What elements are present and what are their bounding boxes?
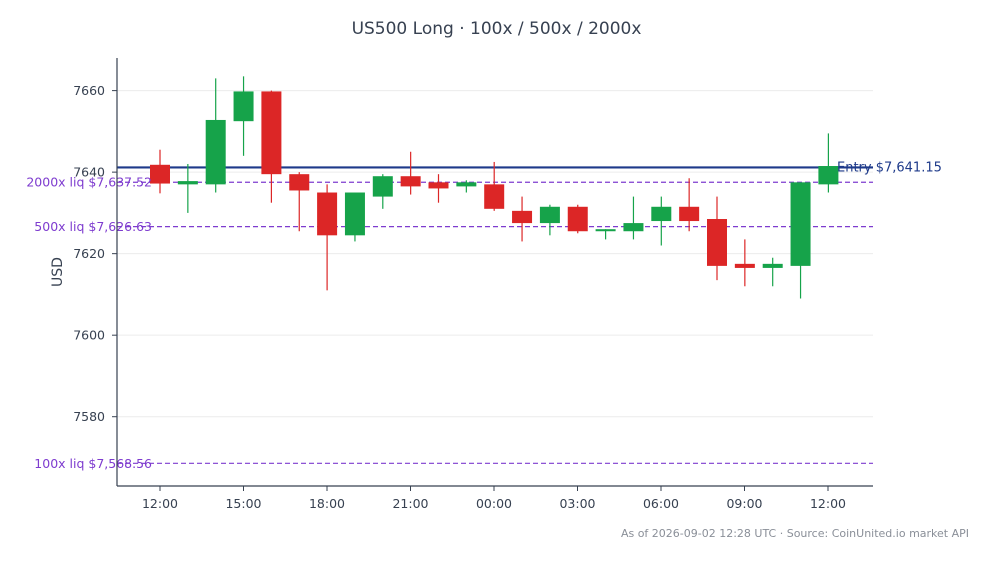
candle-body — [484, 184, 505, 209]
candle-body — [150, 164, 170, 184]
liquidation-label: 100x liq $7,568.56 — [34, 456, 152, 471]
candle-body — [762, 263, 783, 268]
candle-body — [344, 192, 365, 236]
candle-body — [567, 206, 588, 232]
liquidation-label: 500x liq $7,626.63 — [34, 219, 152, 234]
candle-body — [317, 192, 338, 236]
x-tick-label: 21:00 — [392, 496, 428, 511]
x-tick-label: 12:00 — [810, 496, 846, 511]
candle-body — [651, 206, 672, 222]
candle-body — [623, 223, 644, 232]
y-tick-label: 7580 — [73, 409, 105, 424]
candle-body — [205, 119, 226, 185]
candle-body — [679, 206, 700, 222]
x-tick-label: 00:00 — [476, 496, 512, 511]
x-tick-label: 03:00 — [559, 496, 595, 511]
candle-body — [595, 229, 616, 232]
y-tick-label: 7660 — [73, 83, 105, 98]
candle-body — [261, 91, 282, 175]
y-tick-label: 7640 — [73, 165, 105, 180]
candle-body — [790, 182, 811, 266]
candle-body — [177, 181, 198, 185]
candle-body — [400, 176, 421, 187]
y-tick-label: 7600 — [73, 328, 105, 343]
candle-body — [707, 219, 727, 266]
footer-source-note: As of 2026-09-02 12:28 UTC · Source: Coi… — [620, 527, 969, 540]
entry-price-label: Entry $7,641.15 — [837, 160, 942, 175]
candle-body — [456, 182, 477, 187]
chart-title: US500 Long · 100x / 500x / 2000x — [351, 19, 642, 39]
candle-body — [818, 166, 839, 185]
candle-body — [734, 263, 755, 268]
x-tick-label: 18:00 — [309, 496, 345, 511]
candle-body — [539, 206, 560, 224]
candle-body — [289, 174, 310, 191]
x-tick-label: 09:00 — [726, 496, 762, 511]
x-tick-label: 12:00 — [142, 496, 178, 511]
candle-body — [372, 176, 393, 197]
liquidation-label: 2000x liq $7,637.52 — [26, 175, 152, 190]
y-axis-label: USD — [50, 257, 66, 287]
y-tick-label: 7620 — [73, 246, 105, 261]
x-tick-label: 15:00 — [225, 496, 261, 511]
candle-body — [428, 182, 449, 189]
candle-body — [233, 91, 254, 122]
candle-body — [512, 210, 533, 224]
x-tick-label: 06:00 — [643, 496, 679, 511]
